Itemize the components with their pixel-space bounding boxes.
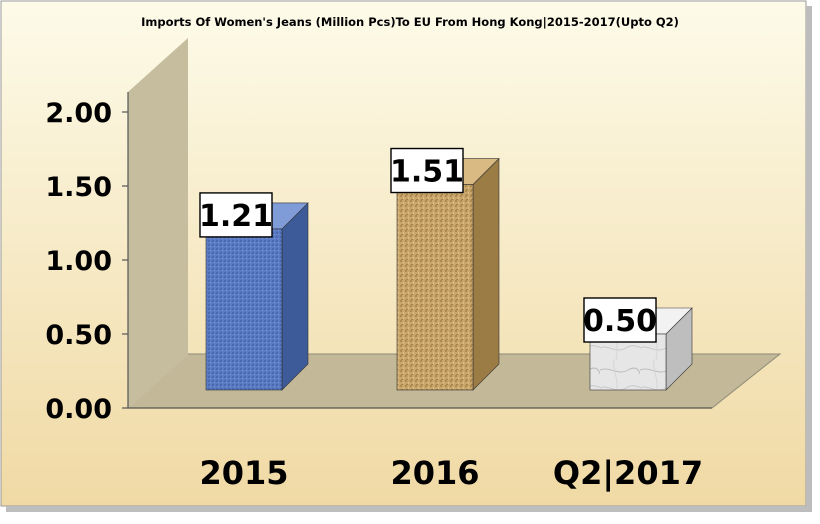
data-label-box	[199, 192, 273, 238]
chart-title: Imports Of Women's Jeans (Million Pcs)To…	[141, 15, 679, 29]
data-label: 1.51	[390, 155, 464, 190]
y-tick-label: 0.50	[45, 320, 112, 351]
x-tick-label: 2015	[199, 454, 288, 492]
y-tick-label: 1.00	[45, 246, 112, 277]
bar-front	[205, 228, 283, 391]
x-tick-label: 2016	[390, 454, 479, 492]
floor-edge	[188, 353, 782, 409]
data-label-box	[390, 147, 464, 194]
bar-front	[396, 184, 474, 391]
bars: 1.21 1.51 0.50	[199, 147, 693, 391]
y-axis: 0.00 0.50 1.00 1.50 2.00	[45, 92, 712, 425]
data-label: 0.50	[583, 304, 657, 339]
side-wall	[128, 38, 188, 408]
bar-Q2-2017: 0.50	[583, 297, 693, 391]
x-axis: 2015 2016 Q2|2017	[199, 454, 703, 493]
x-tick-label: Q2|2017	[553, 454, 703, 493]
bar-front	[589, 333, 667, 391]
frame-shadow-bottom	[6, 506, 812, 512]
data-label: 1.21	[199, 199, 273, 234]
bar-2015: 1.21	[199, 192, 309, 391]
bar-side	[281, 202, 309, 391]
y-tick-label: 2.00	[45, 98, 112, 129]
data-label-box	[583, 297, 657, 343]
y-tick-label: 0.00	[45, 394, 112, 425]
bar-side	[472, 157, 500, 391]
frame-shadow-right	[806, 6, 812, 510]
bar-2016: 1.51	[390, 147, 500, 391]
y-tick-label: 1.50	[45, 172, 112, 203]
